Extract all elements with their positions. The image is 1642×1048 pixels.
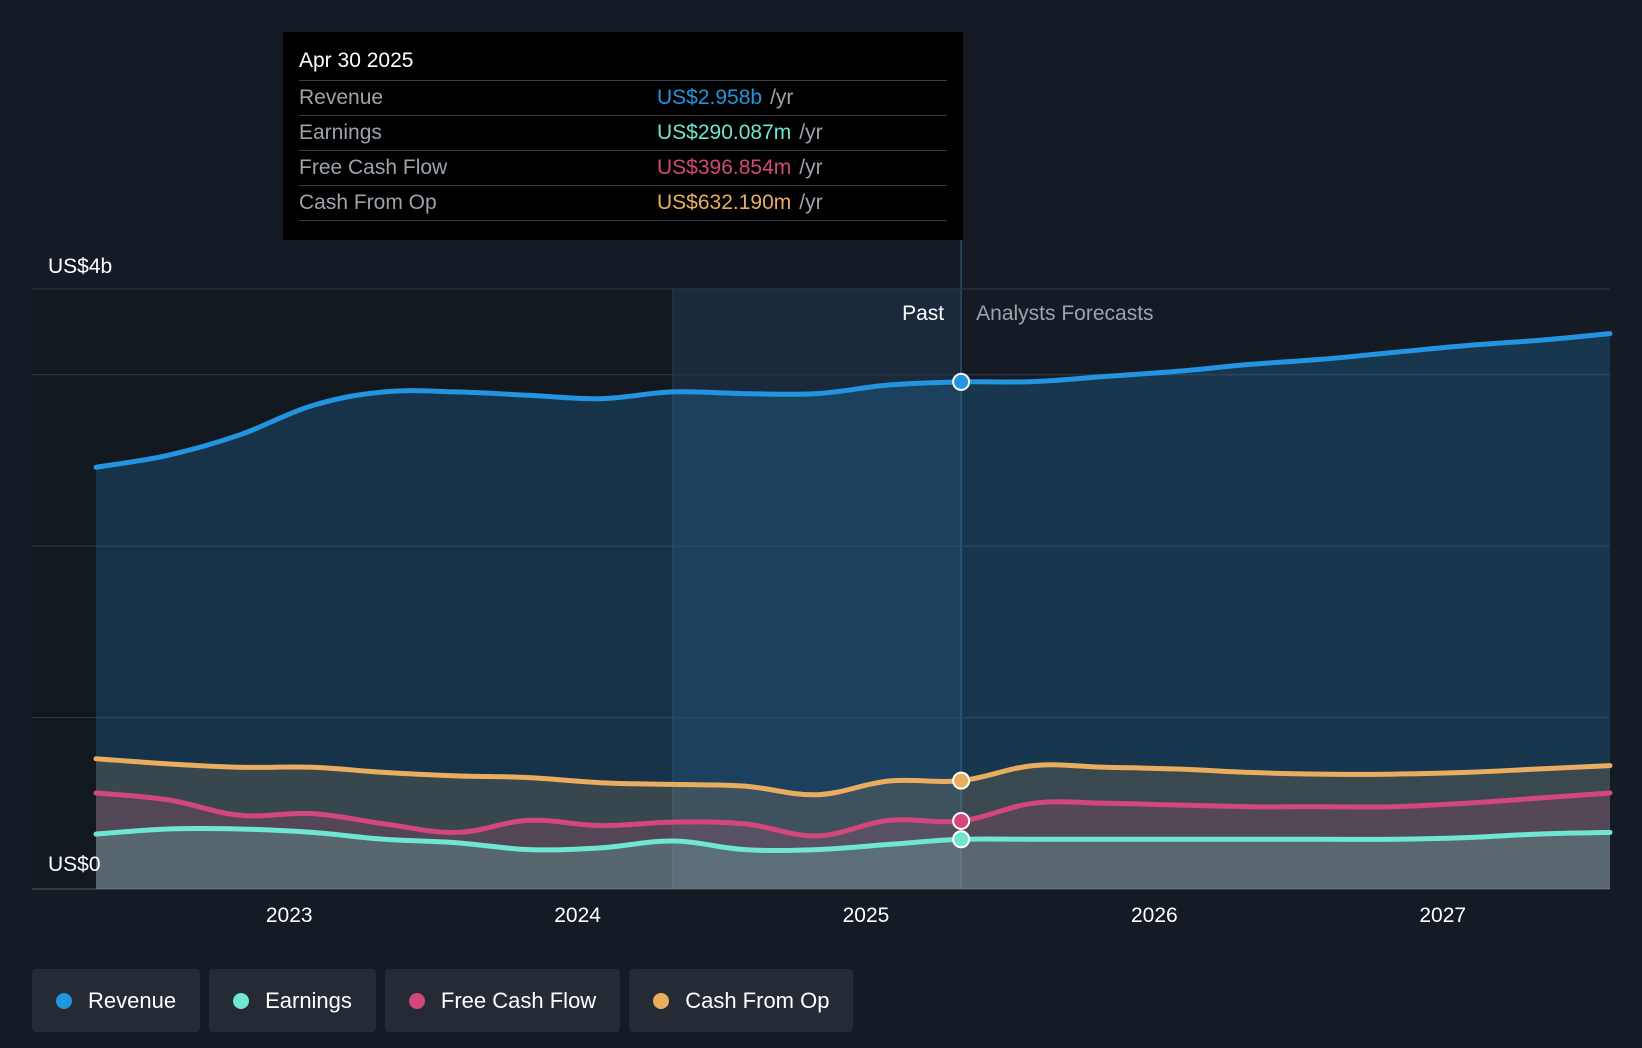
legend-label: Cash From Op xyxy=(685,987,830,1013)
x-axis-ticks: 2023 2024 2025 2026 2027 xyxy=(266,904,1466,927)
x-tick-label: 2025 xyxy=(843,904,890,927)
tooltip-label: Revenue xyxy=(299,86,384,109)
tooltip: Apr 30 2025 Revenue US$2.958b /yr Earnin… xyxy=(283,32,963,240)
earnings-line xyxy=(93,825,1613,854)
tooltip-unit: /yr xyxy=(799,121,823,144)
legend-item-cash-from-op[interactable]: Cash From Op xyxy=(629,969,854,1032)
legend-label: Earnings xyxy=(265,987,352,1013)
legend-item-free-cash-flow[interactable]: Free Cash Flow xyxy=(384,969,621,1032)
past-section-label: Past xyxy=(902,302,944,325)
x-tick-label: 2026 xyxy=(1131,904,1178,927)
revenue-marker xyxy=(952,372,971,391)
legend-item-revenue[interactable]: Revenue xyxy=(32,969,201,1032)
free-cash-flow-line xyxy=(93,790,1613,839)
x-tick-label: 2023 xyxy=(266,904,313,927)
tooltip-label: Free Cash Flow xyxy=(299,156,448,179)
tooltip-row-earnings: Earnings US$290.087m /yr xyxy=(299,115,947,150)
x-tick-label: 2027 xyxy=(1419,904,1466,927)
free-cash-flow-area xyxy=(96,793,1610,889)
tooltip-unit: /yr xyxy=(799,156,823,179)
revenue-area xyxy=(96,333,1610,890)
cash-from-op-line xyxy=(93,756,1613,798)
chart-background-bands xyxy=(32,240,962,889)
tooltip-value: US$632.190m xyxy=(657,191,792,214)
tooltip-label: Earnings xyxy=(299,121,382,144)
tooltip-value: US$2.958b xyxy=(657,86,763,109)
tooltip-row-cash-from-op: Cash From Op US$632.190m /yr xyxy=(299,185,947,221)
cash-from-op-marker xyxy=(952,771,971,790)
highlight-region-band xyxy=(672,289,962,889)
legend-dot-icon xyxy=(56,992,72,1009)
legend-dot-icon xyxy=(653,992,670,1009)
y-tick-label: US$4b xyxy=(48,255,112,278)
legend-label: Free Cash Flow xyxy=(440,987,597,1013)
earnings-marker xyxy=(952,830,971,849)
free-cash-flow-marker xyxy=(952,811,971,830)
cash-from-op-area xyxy=(96,758,1610,889)
y-tick-label: US$0 xyxy=(48,853,101,876)
revenue-line xyxy=(93,331,1613,470)
legend-label: Revenue xyxy=(88,987,177,1013)
forecast-section-label: Analysts Forecasts xyxy=(976,302,1153,325)
chart-series-lines xyxy=(93,331,1613,854)
tooltip-row-revenue: Revenue US$2.958b /yr xyxy=(299,80,947,115)
tooltip-row-free-cash-flow: Free Cash Flow US$396.854m /yr xyxy=(299,150,947,185)
earnings-area xyxy=(96,828,1610,889)
legend-item-earnings[interactable]: Earnings xyxy=(209,969,376,1032)
legend: Revenue Earnings Free Cash Flow Cash Fro… xyxy=(32,969,854,1032)
chart-gridlines xyxy=(32,288,1610,890)
tooltip-value: US$290.087m xyxy=(657,121,792,144)
y-axis-ticks: US$0 US$4b xyxy=(48,255,112,876)
tooltip-unit: /yr xyxy=(799,191,823,214)
x-tick-label: 2024 xyxy=(554,904,601,927)
tooltip-value: US$396.854m xyxy=(657,156,792,179)
chart-hover-markers xyxy=(952,372,971,849)
legend-dot-icon xyxy=(233,992,250,1009)
tooltip-label: Cash From Op xyxy=(299,191,437,214)
chart-areas xyxy=(96,333,1610,890)
tooltip-date: Apr 30 2025 xyxy=(299,49,414,72)
tooltip-unit: /yr xyxy=(770,86,794,109)
legend-dot-icon xyxy=(408,992,425,1009)
